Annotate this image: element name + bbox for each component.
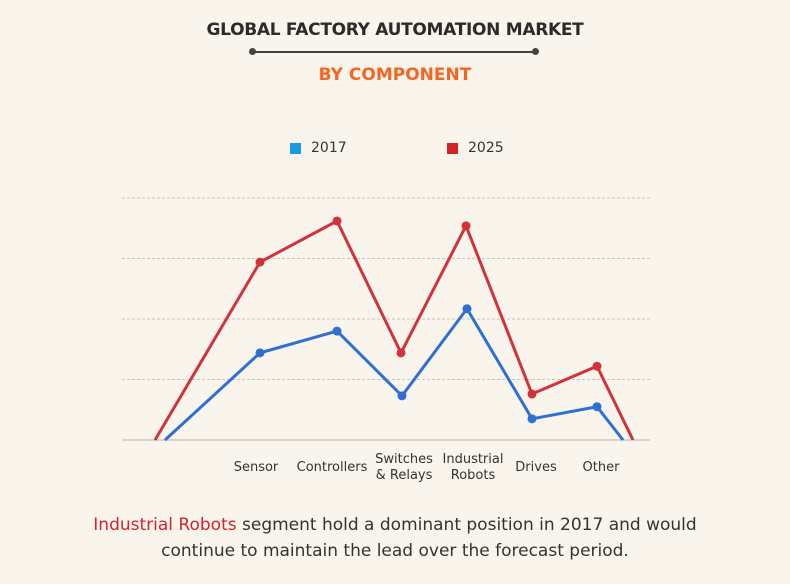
title-divider (252, 51, 535, 53)
divider-dot-left (249, 48, 256, 55)
legend-swatch-2025 (447, 142, 458, 154)
x-tick-label: Industrial Robots (428, 452, 518, 484)
series-line-2025 (153, 219, 635, 441)
legend-label-2017: 2017 (311, 140, 347, 156)
x-tick-label: Sensor (211, 460, 301, 476)
chart-subtitle: BY COMPONENT (318, 65, 472, 85)
x-tick-label-line: Drives (515, 460, 557, 475)
data-point-2025 (461, 221, 471, 231)
data-point-2017 (462, 304, 472, 314)
data-point-2025 (332, 216, 342, 226)
x-tick-label: Drives (491, 460, 581, 476)
footer-line-1: Industrial Robots segment hold a dominan… (0, 515, 790, 535)
legend-item-2017: 2017 (290, 140, 347, 156)
data-point-2017 (527, 414, 537, 424)
x-tick-label-line: Industrial (442, 452, 504, 467)
x-tick-label: Other (556, 460, 646, 476)
x-tick-label-line: Controllers (296, 460, 368, 475)
divider-dot-right (532, 48, 539, 55)
data-point-2025 (255, 257, 265, 267)
legend-label-2025: 2025 (468, 140, 504, 156)
x-tick-label: Switches & Relays (359, 452, 449, 484)
x-tick-label-line: Robots (450, 468, 496, 483)
legend-item-2025: 2025 (447, 140, 504, 156)
data-point-2017 (255, 348, 265, 358)
x-tick-label: Controllers (287, 460, 377, 476)
footer-line-2: continue to maintain the lead over the f… (161, 541, 629, 561)
x-tick-label-line: & Relays (375, 468, 433, 483)
x-tick-label-line: Other (582, 460, 620, 475)
data-point-2017 (397, 391, 407, 401)
data-point-2025 (592, 361, 602, 371)
series-line-2017 (163, 307, 625, 442)
x-tick-label-line: Sensor (233, 460, 279, 475)
data-point-2025 (396, 348, 406, 358)
x-tick-label-line: Switches (375, 452, 433, 467)
footer-line-1-text: segment hold a dominant position in 2017… (236, 515, 697, 535)
data-point-2017 (332, 326, 342, 336)
data-point-2017 (592, 402, 602, 412)
chart-title: GLOBAL FACTORY AUTOMATION MARKET (206, 20, 584, 40)
footer-highlight: Industrial Robots (93, 515, 237, 535)
data-point-2025 (527, 389, 537, 399)
legend-swatch-2017 (290, 142, 301, 154)
